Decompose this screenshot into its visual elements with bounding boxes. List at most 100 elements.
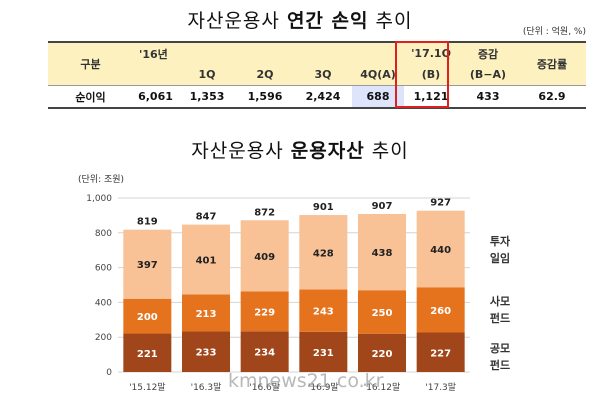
aum-title: 자산운용사 운용자산 추이: [0, 136, 600, 163]
header-cell: [133, 64, 178, 86]
total-label: 872: [254, 207, 275, 218]
table-cell: 1,121: [404, 85, 458, 109]
header-cell: (B−A): [458, 64, 518, 86]
total-label: 847: [196, 212, 217, 223]
x-tick-label: '16.9말: [308, 381, 339, 393]
header-cell: 구분: [48, 41, 133, 86]
bar-segment: [358, 290, 406, 334]
data-label: 233: [196, 348, 217, 359]
data-label: 397: [137, 260, 158, 271]
header-cell: '16년: [133, 41, 404, 64]
bar-segment: [123, 298, 172, 334]
aum-title-bold: 운용자산: [290, 140, 365, 162]
x-tick-label: '17.3말: [425, 381, 456, 393]
data-label: 438: [372, 248, 393, 259]
profit-table: 구분 '16년 '17.1Q 증감 증감률 1Q 2Q 3Q 4Q(A) (B)…: [48, 41, 586, 109]
aum-title-tail: 추이: [371, 140, 409, 162]
bar-segment: [240, 220, 289, 292]
side-label-bottom: 펀드: [489, 312, 511, 325]
bar-segment: [182, 331, 230, 372]
side-label-top: 사모: [489, 295, 511, 308]
bar-segment: [416, 287, 465, 333]
header-cell: '17.1Q: [404, 41, 458, 64]
x-tick-label: '16.6말: [249, 381, 280, 393]
bar-segment: [299, 331, 348, 372]
aum-unit-label: (단위: 조원): [78, 175, 125, 185]
side-label-private: 사모 펀드: [480, 293, 520, 327]
table-cell: 1,353: [178, 85, 236, 109]
bar-segment: [182, 224, 230, 295]
table-cell-highlight: 688: [352, 85, 404, 109]
data-label: 243: [313, 307, 334, 318]
bar-segment: [182, 294, 230, 332]
header-cell: 4Q(A): [352, 64, 404, 86]
pl-unit-label: (단위 : 억원, %): [522, 27, 586, 37]
bar-segment: [240, 291, 289, 332]
bar-segment: [123, 333, 172, 372]
side-label-top: 투자: [489, 235, 511, 248]
data-label: 220: [372, 349, 393, 360]
table-row: 순이익 6,061 1,353 1,596 2,424 688 1,121 43…: [48, 85, 586, 109]
bar-segment: [240, 331, 289, 372]
bar-segment: [416, 332, 465, 372]
header-cell: 3Q: [294, 64, 352, 86]
side-label-public: 공모 펀드: [480, 340, 520, 374]
side-label-top: 공모: [489, 342, 511, 355]
table-cell: 62.9: [518, 85, 586, 109]
header-cell: 증감률: [518, 41, 586, 86]
header-cell: 2Q: [236, 64, 294, 86]
x-tick-label: '16.12말: [364, 381, 401, 393]
y-tick-label: 400: [95, 298, 112, 308]
data-label: 227: [430, 348, 451, 359]
data-label: 221: [137, 349, 158, 360]
pl-title-tail: 추이: [375, 10, 413, 32]
total-label: 819: [137, 217, 158, 228]
x-tick-label: '16.3말: [191, 381, 222, 393]
table-cell: 2,424: [294, 85, 352, 109]
bar-segment: [416, 210, 465, 288]
data-label: 231: [313, 348, 334, 359]
bar-segment: [358, 214, 406, 291]
total-label: 901: [313, 202, 334, 213]
table-cell: 433: [458, 85, 518, 109]
data-label: 229: [254, 307, 275, 318]
table-cell: 6,061: [133, 85, 178, 109]
data-label: 440: [430, 245, 451, 256]
header-cell: 1Q: [178, 64, 236, 86]
header-cell: (B): [404, 64, 458, 86]
total-label: 927: [430, 198, 451, 209]
x-tick-label: '15.12말: [129, 381, 166, 393]
data-label: 428: [313, 248, 334, 259]
data-label: 200: [137, 312, 158, 323]
data-label: 250: [372, 308, 393, 319]
side-label-investment: 투자 일임: [480, 233, 520, 267]
y-tick-label: 800: [95, 229, 112, 239]
pl-title-bold: 연간 손익: [286, 10, 369, 32]
table-cell: 1,596: [236, 85, 294, 109]
aum-title-light: 자산운용사: [191, 140, 284, 162]
row-label: 순이익: [48, 85, 133, 109]
table-header-row: 구분 '16년 '17.1Q 증감 증감률: [48, 41, 586, 86]
table-header-row: 1Q 2Q 3Q 4Q(A) (B) (B−A): [48, 64, 586, 86]
data-label: 260: [430, 306, 451, 317]
side-label-bottom: 펀드: [489, 359, 511, 372]
pl-title-light: 자산운용사: [187, 10, 280, 32]
pl-title: 자산운용사 연간 손익 추이: [0, 6, 600, 33]
total-label: 907: [372, 201, 393, 212]
data-label: 213: [196, 309, 217, 320]
bar-segment: [299, 289, 348, 332]
y-tick-label: 200: [95, 333, 112, 343]
watermark-text: kmnews21.co.kr: [228, 370, 384, 392]
header-cell: 증감: [458, 41, 518, 64]
bar-segment: [123, 229, 172, 299]
y-tick-label: 600: [95, 264, 112, 274]
data-label: 401: [196, 256, 217, 267]
y-tick-label: 1,000: [86, 194, 112, 204]
bar-segment: [358, 333, 406, 372]
side-label-bottom: 일임: [489, 252, 511, 265]
bar-segment: [299, 215, 348, 290]
data-label: 234: [254, 348, 275, 359]
y-tick-label: 0: [106, 368, 112, 378]
data-label: 409: [254, 252, 275, 263]
